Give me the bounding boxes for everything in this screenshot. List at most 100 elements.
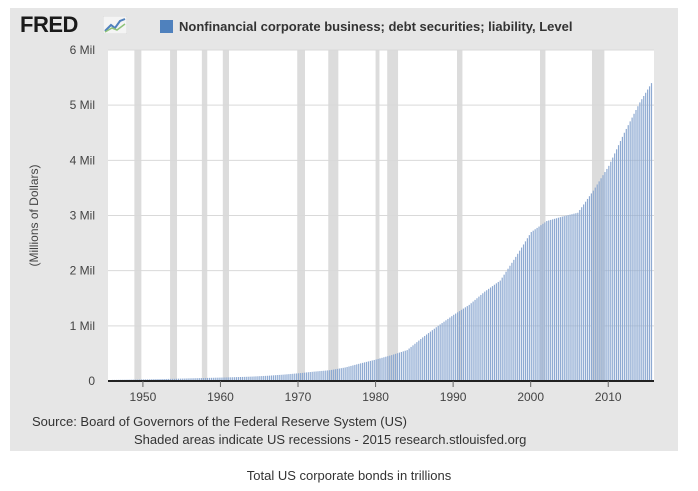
x-tick-label: 1950 xyxy=(130,390,157,404)
data-bar xyxy=(468,304,470,381)
data-bar xyxy=(429,331,432,381)
data-bar xyxy=(290,373,292,381)
data-bar xyxy=(534,229,536,381)
data-bar xyxy=(346,366,348,381)
source-text: Source: Board of Governors of the Federa… xyxy=(32,414,407,429)
data-bar xyxy=(237,377,240,381)
data-bar xyxy=(420,339,422,381)
y-tick-labels: 0 1 Mil 2 Mil 3 Mil 4 Mil 5 Mil 6 Mil xyxy=(70,43,96,388)
data-bar xyxy=(433,328,435,381)
fred-logo: FRED xyxy=(20,12,78,37)
x-tick-label: 1990 xyxy=(440,390,467,404)
data-bar xyxy=(243,376,245,381)
data-bar xyxy=(373,359,375,381)
data-bar xyxy=(503,274,505,381)
data-bar xyxy=(501,277,503,381)
data-bar xyxy=(532,230,534,381)
data-bar xyxy=(522,244,525,381)
data-bar xyxy=(610,161,612,381)
data-bar xyxy=(261,376,263,381)
data-bar xyxy=(311,371,313,381)
data-bar xyxy=(600,178,602,381)
data-bar xyxy=(272,375,275,381)
data-bar xyxy=(594,187,596,381)
data-bar xyxy=(332,369,335,381)
x-tick-label: 1970 xyxy=(285,390,312,404)
data-bar xyxy=(228,377,230,381)
data-bar xyxy=(224,377,226,381)
data-bar xyxy=(457,312,459,381)
data-bar xyxy=(441,323,443,381)
x-tick-labels: 1950 1960 1970 1980 1990 2000 2010 xyxy=(130,390,622,404)
data-bar xyxy=(239,377,242,381)
data-bar xyxy=(212,377,214,381)
data-bar xyxy=(323,370,325,381)
y-tick-label: 4 Mil xyxy=(70,153,95,167)
data-bar xyxy=(557,217,560,381)
data-bar xyxy=(410,346,412,381)
data-bar xyxy=(561,216,563,381)
data-bar xyxy=(179,378,181,381)
data-bar xyxy=(325,370,327,381)
data-bar xyxy=(546,221,548,381)
data-bar xyxy=(606,168,608,381)
data-bar xyxy=(245,376,247,381)
data-bar xyxy=(379,358,381,381)
data-bar xyxy=(280,374,282,381)
data-bar xyxy=(565,215,567,381)
data-bar xyxy=(650,83,653,381)
data-bar xyxy=(639,102,641,382)
data-bar xyxy=(387,356,389,381)
data-bar xyxy=(313,371,315,381)
data-bar xyxy=(511,262,513,381)
data-bar xyxy=(615,149,618,381)
data-bar xyxy=(542,223,544,381)
data-bar xyxy=(358,363,360,381)
data-bar xyxy=(210,377,212,381)
data-bar xyxy=(439,324,441,381)
data-bar xyxy=(406,350,408,381)
data-bar xyxy=(255,376,257,381)
data-bar xyxy=(553,218,556,381)
data-bar xyxy=(257,376,259,381)
data-bar xyxy=(526,238,529,381)
data-bar xyxy=(612,157,614,381)
data-bar xyxy=(453,314,455,381)
data-bar xyxy=(588,196,591,381)
data-bar xyxy=(567,215,569,381)
data-bar xyxy=(381,357,383,381)
data-bar xyxy=(447,318,449,381)
y-axis-label: (Millions of Dollars) xyxy=(27,164,41,266)
data-bar xyxy=(617,145,620,381)
data-bar xyxy=(307,372,309,381)
data-bar xyxy=(478,296,480,381)
image-caption: Total US corporate bonds in trillions xyxy=(246,468,452,483)
data-bar xyxy=(598,181,600,381)
data-bar xyxy=(493,284,496,381)
data-bar xyxy=(484,291,486,381)
data-bar xyxy=(402,351,404,381)
data-bar xyxy=(377,358,379,381)
data-bar xyxy=(619,141,622,381)
data-bar xyxy=(418,340,420,381)
data-bar xyxy=(488,288,490,381)
data-bar xyxy=(621,136,624,381)
data-bar xyxy=(299,373,302,381)
data-bar xyxy=(193,378,195,381)
data-bar xyxy=(552,219,554,381)
data-bar xyxy=(265,375,267,381)
data-bar xyxy=(550,219,552,381)
data-bar xyxy=(581,207,583,381)
data-bar xyxy=(206,377,209,381)
data-bar xyxy=(460,309,463,381)
data-bar xyxy=(524,241,527,381)
data-bar xyxy=(505,271,507,381)
y-tick-label: 1 Mil xyxy=(70,319,95,333)
data-bar xyxy=(629,121,631,381)
data-bar xyxy=(363,362,366,381)
data-bar xyxy=(573,213,575,381)
data-bar xyxy=(309,372,311,381)
data-bar xyxy=(253,376,255,381)
data-bar xyxy=(633,113,635,381)
data-bar xyxy=(251,376,253,381)
